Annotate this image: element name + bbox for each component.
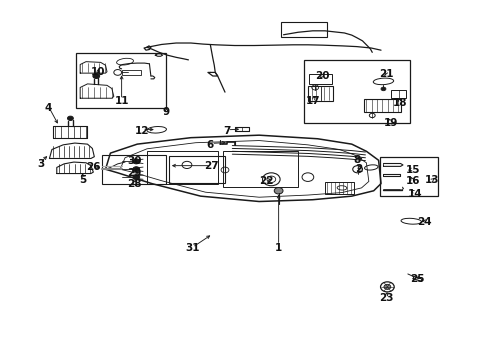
Bar <box>168 156 224 183</box>
Text: 10: 10 <box>91 67 105 77</box>
Text: 25: 25 <box>409 274 424 284</box>
Circle shape <box>67 116 73 121</box>
Bar <box>147 151 217 184</box>
Bar <box>307 86 332 101</box>
Bar <box>122 69 141 75</box>
Text: 8: 8 <box>352 155 360 165</box>
Circle shape <box>133 175 140 180</box>
Bar <box>222 151 298 187</box>
Text: 9: 9 <box>163 107 170 117</box>
Bar <box>304 60 409 123</box>
Text: 11: 11 <box>114 96 129 106</box>
Bar <box>325 182 353 194</box>
Bar <box>281 22 327 37</box>
Text: 30: 30 <box>127 156 142 166</box>
Bar <box>363 99 400 112</box>
Text: 14: 14 <box>407 189 422 199</box>
Text: 3: 3 <box>37 159 44 169</box>
Text: 15: 15 <box>405 165 419 175</box>
Bar <box>390 90 406 98</box>
Text: 28: 28 <box>127 179 142 189</box>
Bar <box>308 74 331 84</box>
Text: 27: 27 <box>203 161 218 171</box>
Text: 7: 7 <box>224 126 231 135</box>
Text: 2: 2 <box>355 164 362 174</box>
Circle shape <box>93 73 100 78</box>
Circle shape <box>383 284 390 289</box>
Text: 18: 18 <box>392 98 407 108</box>
Text: 5: 5 <box>79 175 86 185</box>
Circle shape <box>133 167 140 172</box>
Text: 31: 31 <box>184 243 199 253</box>
Text: 4: 4 <box>45 103 52 113</box>
Text: 22: 22 <box>259 176 273 186</box>
Circle shape <box>380 87 385 91</box>
Text: 12: 12 <box>135 126 149 135</box>
Text: 16: 16 <box>405 176 419 186</box>
Text: 26: 26 <box>86 162 101 172</box>
Text: 13: 13 <box>424 175 439 185</box>
Text: 23: 23 <box>378 293 392 303</box>
Circle shape <box>133 159 140 164</box>
Bar <box>379 157 437 196</box>
Text: 19: 19 <box>383 118 397 128</box>
Bar <box>76 53 166 108</box>
Text: 29: 29 <box>127 168 142 178</box>
Text: 20: 20 <box>315 71 329 81</box>
Text: 6: 6 <box>206 140 214 150</box>
Circle shape <box>274 188 283 194</box>
Bar <box>102 155 165 184</box>
Text: 1: 1 <box>274 243 282 253</box>
Text: 24: 24 <box>417 217 431 227</box>
Text: 21: 21 <box>378 69 392 79</box>
Text: 17: 17 <box>305 96 320 106</box>
